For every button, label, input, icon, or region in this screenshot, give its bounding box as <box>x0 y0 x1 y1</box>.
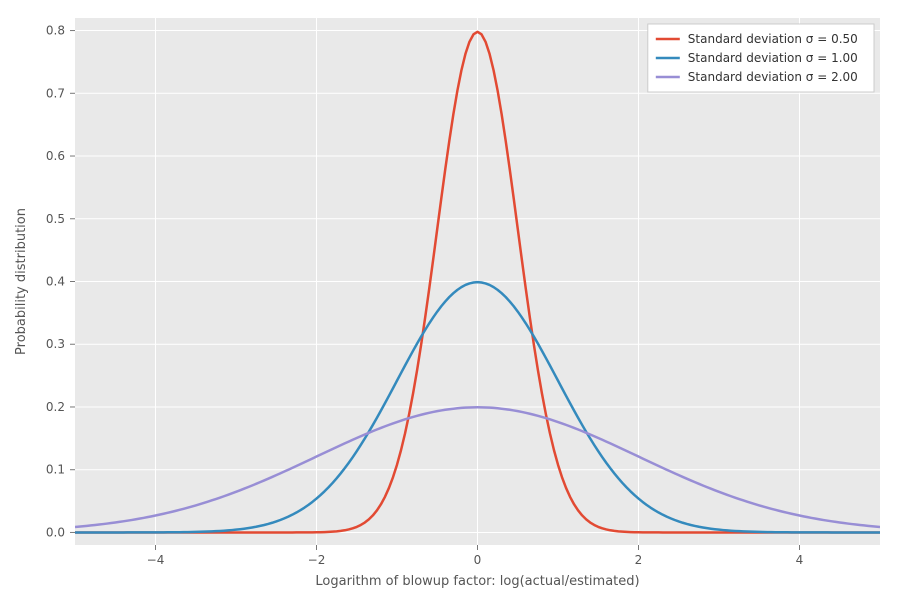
y-tick-label: 0.1 <box>46 463 65 477</box>
x-tick-label: 4 <box>796 553 804 567</box>
x-tick-label: 0 <box>474 553 482 567</box>
legend-label: Standard deviation σ = 0.50 <box>688 32 858 46</box>
y-axis-label: Probability distribution <box>14 208 29 355</box>
legend-label: Standard deviation σ = 1.00 <box>688 51 858 65</box>
chart-svg: −4 −2 0 2 4 0.0 0.1 0.2 0.3 0.4 0.5 0.6 0.7 0.8 Logari… <box>0 0 900 600</box>
chart-container: −4 −2 0 2 4 0.0 0.1 0.2 0.3 0.4 0.5 0.6 0.7 0.8 Logari… <box>0 0 900 600</box>
y-tick-label: 0.5 <box>46 212 65 226</box>
legend: Standard deviation σ = 0.50 Standard devi… <box>648 24 874 92</box>
y-tick-label: 0.7 <box>46 86 65 100</box>
y-tick-label: 0.3 <box>46 337 65 351</box>
y-tick-label: 0.8 <box>46 24 65 38</box>
x-axis-label: Logarithm of blowup factor: log(actual/e… <box>315 574 639 589</box>
y-tick-label: 0.0 <box>46 525 65 539</box>
y-tick-label: 0.6 <box>46 149 65 163</box>
y-tick-label: 0.4 <box>46 275 65 289</box>
y-tick-label: 0.2 <box>46 400 65 414</box>
x-tick-label: 2 <box>635 553 643 567</box>
legend-label: Standard deviation σ = 2.00 <box>688 70 858 84</box>
x-tick-label: −4 <box>147 553 165 567</box>
x-tick-label: −2 <box>308 553 326 567</box>
